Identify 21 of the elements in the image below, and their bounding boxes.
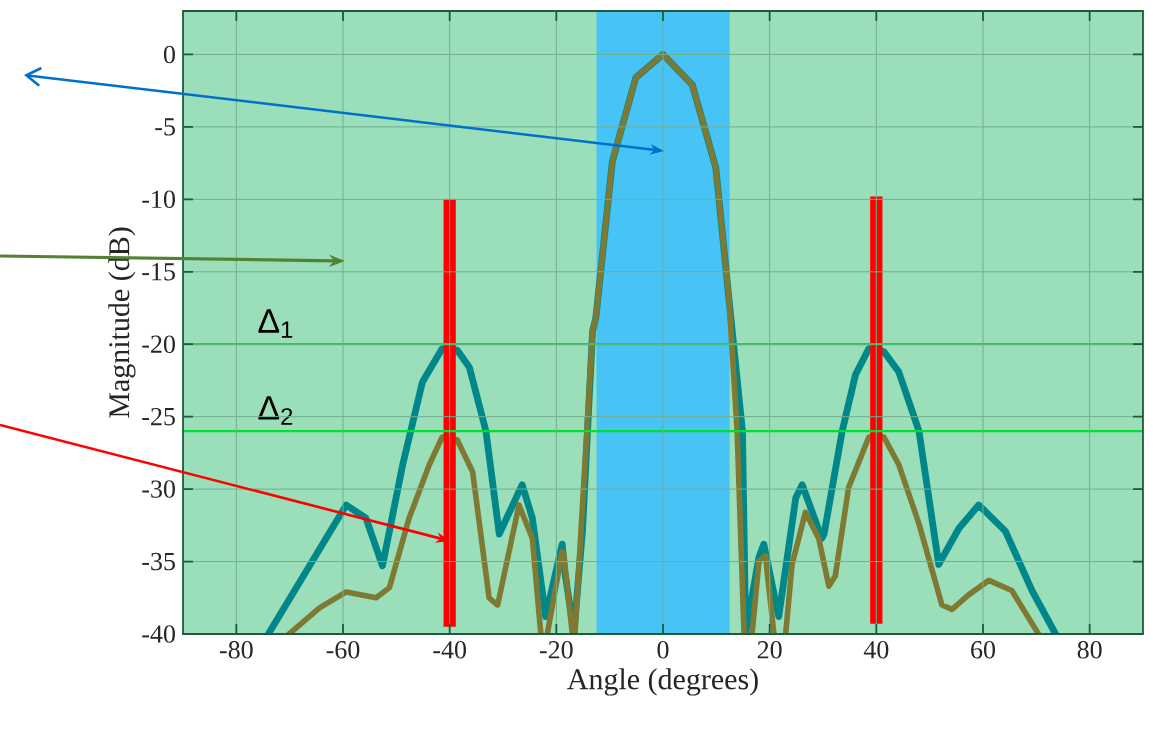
x-tick-label: 60 [971, 641, 995, 659]
y-tick-label: -25 [142, 407, 175, 426]
y-tick-label: -10 [142, 190, 175, 209]
x-tick-label: 80 [1077, 641, 1102, 659]
y-tick-label: -30 [142, 480, 175, 498]
x-tick-label: 20 [757, 641, 782, 659]
y-tick-label: -40 [142, 625, 175, 643]
x-tick-label: -40 [433, 641, 467, 659]
y-tick-label: -20 [142, 335, 175, 353]
x-tick-label: -80 [219, 641, 253, 659]
ref-line-label: Δ$_{2}$ [258, 396, 293, 425]
y-tick-label: -5 [155, 118, 175, 136]
y-tick-label: 0 [163, 45, 175, 64]
x-tick-label: 0 [657, 641, 669, 659]
ref-line-label: Δ$_{1}$ [258, 309, 293, 338]
y-tick-label: -35 [142, 552, 175, 571]
x-tick-label: -60 [326, 641, 360, 659]
x-tick-label: 40 [863, 641, 889, 659]
x-axis-title: Angle (degrees) [567, 668, 758, 696]
y-tick-label: -15 [142, 263, 175, 281]
x-tick-label: -20 [539, 641, 573, 659]
